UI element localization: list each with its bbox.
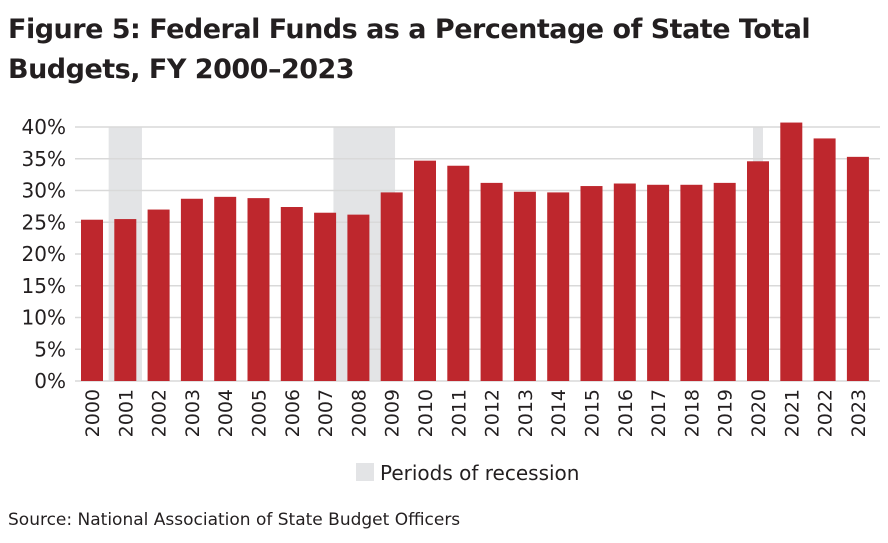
bar-2000	[81, 219, 103, 381]
x-tick-label: 2003	[182, 389, 204, 437]
x-tick-label: 2001	[115, 389, 137, 437]
x-tick-label: 2007	[315, 389, 337, 437]
x-tick-label: 2018	[681, 389, 703, 437]
legend-swatch	[356, 463, 374, 481]
bar-2005	[247, 198, 270, 381]
bar-2023	[846, 156, 869, 381]
y-tick-label: 40%	[22, 115, 66, 139]
bar-2015	[580, 186, 603, 381]
bar-2018	[680, 184, 703, 381]
bar-2019	[713, 182, 736, 381]
bar-2012	[480, 182, 503, 381]
x-tick-label: 2012	[482, 389, 504, 437]
x-tick-label: 2008	[348, 389, 370, 437]
bar-2010	[414, 160, 436, 381]
y-tick-label: 15%	[22, 274, 66, 298]
x-tick-label: 2023	[848, 389, 870, 437]
bar-2008	[347, 214, 370, 381]
x-tick-label: 2019	[715, 389, 737, 437]
x-tick-label: 2013	[515, 389, 537, 437]
y-tick-label: 20%	[22, 242, 66, 266]
bar-2013	[513, 191, 536, 381]
x-tick-label: 2017	[648, 389, 670, 437]
x-tick-label: 2014	[548, 389, 570, 437]
bar-2022	[813, 138, 836, 381]
bar-2009	[380, 192, 403, 381]
y-tick-label: 5%	[34, 337, 66, 361]
bar-2007	[314, 212, 337, 381]
bar-2002	[147, 209, 170, 381]
x-tick-label: 2021	[781, 389, 803, 437]
y-tick-label: 25%	[22, 210, 66, 234]
bar-2011	[447, 165, 470, 381]
bar-2003	[180, 198, 203, 381]
bar-2006	[280, 207, 303, 381]
bar-2016	[613, 183, 636, 381]
x-tick-label: 2016	[615, 389, 637, 437]
y-tick-label: 0%	[34, 369, 66, 393]
x-tick-label: 2002	[149, 389, 171, 437]
x-tick-label: 2011	[448, 389, 470, 437]
x-tick-label: 2022	[815, 389, 837, 437]
bar-2020	[747, 161, 769, 381]
bar-2014	[547, 192, 570, 381]
x-tick-label: 2006	[282, 389, 304, 437]
bar-2021	[780, 122, 803, 382]
x-tick-label: 2020	[748, 389, 770, 437]
x-tick-label: 2009	[382, 389, 404, 437]
bar-2017	[647, 184, 670, 381]
y-tick-label: 30%	[22, 179, 66, 203]
x-tick-label: 2000	[82, 389, 104, 437]
chart-title: Figure 5: Federal Funds as a Percentage …	[8, 14, 811, 85]
x-tick-label: 2004	[215, 389, 237, 437]
bar-2004	[214, 196, 237, 381]
y-tick-label: 35%	[22, 147, 66, 171]
x-tick-label: 2010	[415, 389, 437, 437]
y-tick-label: 10%	[22, 306, 66, 330]
bar-2001	[114, 219, 137, 381]
x-tick-label: 2015	[582, 389, 604, 437]
source-note: Source: National Association of State Bu…	[8, 510, 461, 530]
x-tick-label: 2005	[249, 389, 271, 437]
legend-label: Periods of recession	[380, 461, 579, 485]
